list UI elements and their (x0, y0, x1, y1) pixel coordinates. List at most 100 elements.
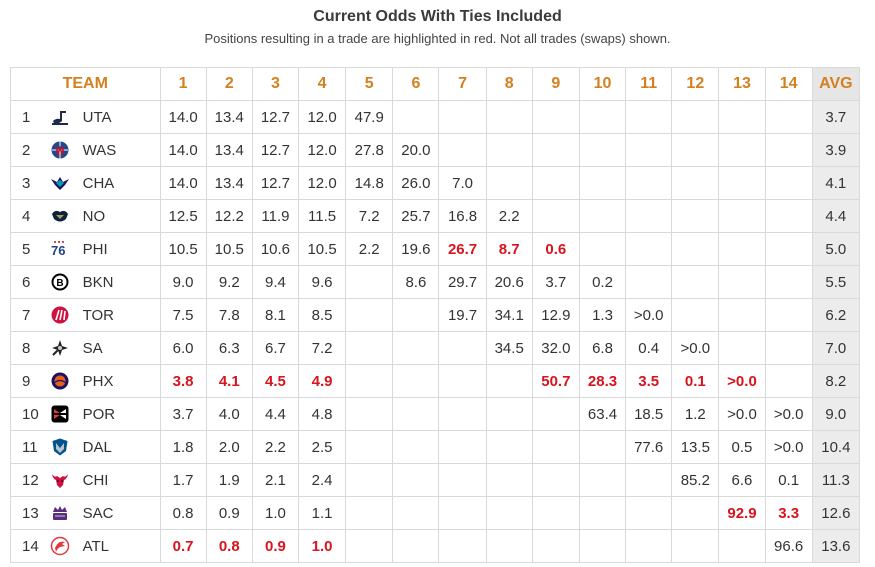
suns-icon (50, 371, 70, 391)
odds-cell-pick-6 (392, 364, 440, 398)
team-cell: TOR (47, 298, 161, 332)
team-abbr: TOR (82, 306, 115, 324)
odds-cell-pick-2: 9.2 (205, 265, 253, 299)
odds-cell-pick-1: 1.7 (159, 463, 207, 497)
odds-cell-pick-3: 10.6 (251, 232, 300, 266)
odds-cell-pick-5 (345, 496, 394, 530)
odds-cell-pick-5 (345, 529, 394, 563)
odds-cell-pick-9 (531, 166, 580, 200)
pick-header-10: 10 (578, 67, 627, 101)
odds-cell-pick-14 (764, 265, 813, 299)
odds-cell-pick-9: 12.9 (531, 298, 580, 332)
team-cell: POR (47, 397, 161, 431)
odds-cell-pick-7 (438, 463, 487, 497)
odds-cell-pick-2: 13.4 (205, 166, 253, 200)
odds-cell-pick-2: 13.4 (205, 133, 253, 167)
odds-cell-pick-8 (485, 133, 533, 167)
team-abbr: UTA (82, 108, 112, 126)
table-row: 12 CHI 1.7 1.9 2.1 2.4 85.2 6.6 0.1 11.3 (9, 463, 861, 497)
pick-header-3: 3 (251, 67, 300, 101)
odds-cell-pick-1: 14.0 (159, 100, 207, 134)
odds-cell-pick-5: 27.8 (345, 133, 394, 167)
odds-cell-pick-4: 4.9 (297, 364, 347, 398)
rank-cell: 13 (9, 496, 48, 530)
odds-cell-pick-4: 2.4 (297, 463, 347, 497)
table-row: 4 NO 12.5 12.2 11.9 11.5 7.2 25.7 16.8 2.2 4.4 (9, 199, 861, 233)
odds-cell-pick-13 (718, 529, 766, 563)
odds-cell-pick-7 (438, 529, 487, 563)
odds-cell-pick-7 (438, 430, 487, 464)
odds-cell-pick-10 (578, 199, 627, 233)
team-abbr: DAL (82, 438, 112, 456)
odds-cell-pick-10 (578, 496, 627, 530)
odds-cell-pick-7 (438, 397, 487, 431)
blazers-pinwheel-icon (50, 404, 70, 424)
odds-cell-pick-12 (671, 232, 720, 266)
odds-cell-pick-9 (531, 100, 580, 134)
odds-cell-pick-2: 0.8 (205, 529, 253, 563)
table-body: 1 UTA 14.0 13.4 12.7 12.0 47.9 3.7 2 WAS 14.0 13.4 1… (9, 100, 861, 563)
odds-cell-pick-11: 77.6 (625, 430, 673, 464)
odds-cell-pick-3: 9.4 (251, 265, 300, 299)
odds-cell-pick-6: 26.0 (392, 166, 440, 200)
pick-header-12: 12 (671, 67, 720, 101)
odds-cell-pick-4: 4.8 (297, 397, 347, 431)
odds-cell-pick-9: 32.0 (531, 331, 580, 365)
pick-header-11: 11 (625, 67, 673, 101)
odds-cell-pick-3: 6.7 (251, 331, 300, 365)
rank-cell: 6 (9, 265, 48, 299)
table-row: 5 76 PHI 10.5 10.5 10.6 10.5 2.2 19.6 26.7 8.7 0.6 5… (9, 232, 861, 266)
pick-header-5: 5 (345, 67, 394, 101)
odds-cell-pick-3: 12.7 (251, 100, 300, 134)
odds-cell-pick-10 (578, 166, 627, 200)
rank-cell: 11 (9, 430, 48, 464)
odds-cell-pick-9 (531, 133, 580, 167)
avg-cell: 12.6 (811, 496, 861, 530)
odds-cell-pick-2: 2.0 (205, 430, 253, 464)
odds-cell-pick-8: 2.2 (485, 199, 533, 233)
page-title: Current Odds With Ties Included (313, 8, 562, 25)
odds-cell-pick-12 (671, 100, 720, 134)
team-cell: SAC (47, 496, 161, 530)
odds-cell-pick-2: 6.3 (205, 331, 253, 365)
avg-cell: 3.7 (811, 100, 861, 134)
odds-cell-pick-12 (671, 166, 720, 200)
page-subtitle: Positions resulting in a trade are highl… (204, 31, 671, 46)
odds-cell-pick-8 (485, 166, 533, 200)
rank-cell: 14 (9, 529, 48, 563)
odds-cell-pick-4: 1.1 (297, 496, 347, 530)
odds-cell-pick-4: 8.5 (297, 298, 347, 332)
odds-cell-pick-13: 92.9 (718, 496, 766, 530)
pick-header-14: 14 (764, 67, 813, 101)
odds-cell-pick-1: 9.0 (159, 265, 207, 299)
odds-cell-pick-14: 3.3 (764, 496, 813, 530)
table-row: 10 POR 3.7 4.0 4.4 4.8 63.4 18.5 1.2 >0.0 >0.0 9.0 (9, 397, 861, 431)
table-row: 13 SAC 0.8 0.9 1.0 1.1 92.9 3.3 12.6 (9, 496, 861, 530)
avg-cell: 5.0 (811, 232, 861, 266)
odds-cell-pick-12: 13.5 (671, 430, 720, 464)
pelican-icon (50, 206, 70, 226)
pick-header-4: 4 (297, 67, 347, 101)
odds-cell-pick-11 (625, 133, 673, 167)
odds-cell-pick-13 (718, 133, 766, 167)
team-abbr: CHA (82, 174, 115, 192)
odds-cell-pick-12 (671, 133, 720, 167)
rank-cell: 1 (9, 100, 48, 134)
odds-cell-pick-14 (764, 298, 813, 332)
odds-cell-pick-9 (531, 529, 580, 563)
team-cell: UTA (47, 100, 161, 134)
odds-cell-pick-4: 1.0 (297, 529, 347, 563)
table-row: 8 SA 6.0 6.3 6.7 7.2 34.5 32.0 6.8 0.4 >0.0 7.0 (9, 331, 861, 365)
odds-cell-pick-13 (718, 232, 766, 266)
team-abbr: WAS (82, 141, 117, 159)
odds-cell-pick-11 (625, 265, 673, 299)
table-row: 11 DAL 1.8 2.0 2.2 2.5 77.6 13.5 0.5 >0.0 10.4 (9, 430, 861, 464)
odds-cell-pick-6 (392, 331, 440, 365)
odds-cell-pick-6 (392, 397, 440, 431)
team-cell: CHA (47, 166, 161, 200)
odds-cell-pick-9: 0.6 (531, 232, 580, 266)
odds-cell-pick-8: 8.7 (485, 232, 533, 266)
pick-header-7: 7 (438, 67, 487, 101)
odds-cell-pick-3: 2.1 (251, 463, 300, 497)
team-abbr: NO (82, 207, 106, 225)
